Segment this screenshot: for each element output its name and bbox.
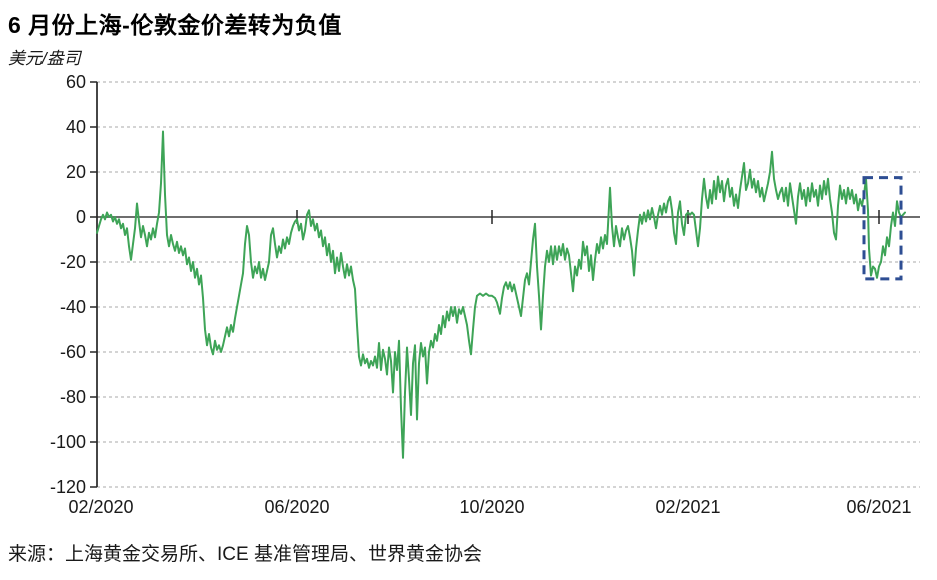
- chart-title: 6 月份上海-伦敦金价差转为负值: [8, 12, 342, 38]
- y-tick-label: 60: [66, 72, 86, 92]
- y-tick-label: 40: [66, 117, 86, 137]
- y-tick-label: 0: [76, 207, 86, 227]
- june-2021-highlight-box: [862, 176, 903, 281]
- y-tick-label: 20: [66, 162, 86, 182]
- x-tick-label: 02/2020: [68, 497, 133, 517]
- y-tick-label: -120: [50, 477, 86, 497]
- x-tick-label: 02/2021: [655, 497, 720, 517]
- y-tick-label: -80: [60, 387, 86, 407]
- y-tick-label: -40: [60, 297, 86, 317]
- spread-line-series: [96, 130, 906, 459]
- x-tick-label: 10/2020: [459, 497, 524, 517]
- y-tick-label: -60: [60, 342, 86, 362]
- source-note: 来源：上海黄金交易所、ICE 基准管理局、世界黄金协会: [8, 544, 482, 565]
- y-tick-label: -20: [60, 252, 86, 272]
- y-tick-label: -100: [50, 432, 86, 452]
- x-tick-label: 06/2021: [846, 497, 911, 517]
- y-axis-unit-label: 美元/盎司: [8, 49, 81, 68]
- x-tick-label: 06/2020: [264, 497, 329, 517]
